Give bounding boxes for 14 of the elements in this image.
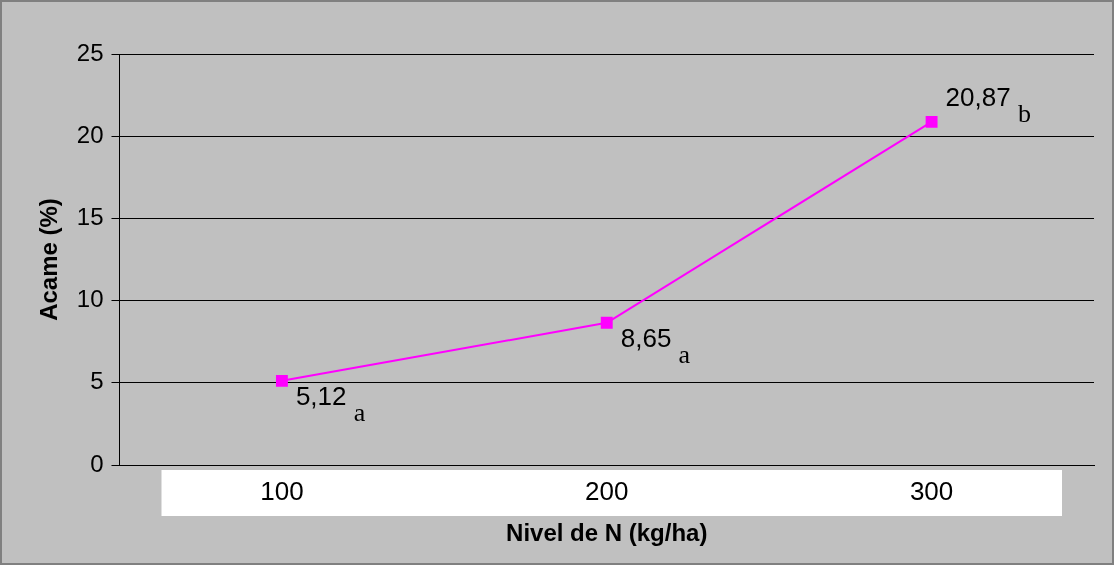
x-tick-label: 300 [909,475,954,506]
x-axis-title: Nivel de N (kg/ha) [506,519,708,547]
x-tick-label: 200 [585,475,629,506]
point [275,374,288,387]
y-tick-label: 15 [76,203,104,231]
x-tick-label: 100 [260,475,304,506]
y-tick-label: 25 [76,38,104,66]
y-axis-title: Acame (%) [35,198,63,321]
point [600,316,613,329]
y-tick-label: 20 [76,120,104,148]
y-tick-label: 5 [90,367,104,395]
y-tick-label: 10 [76,285,104,313]
point [925,115,938,128]
y-tick-label: 0 [90,449,104,477]
